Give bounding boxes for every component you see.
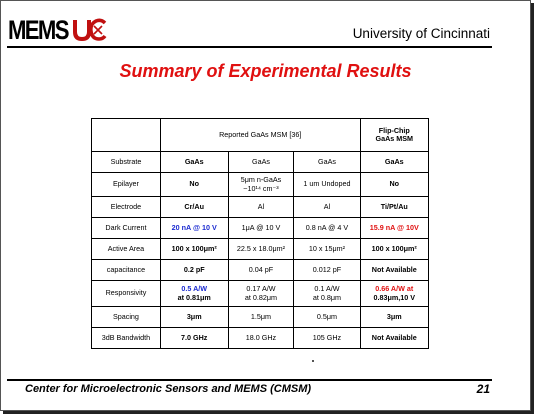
cell-col1: 3μm (159, 306, 229, 328)
row-label: Responsivity (91, 280, 161, 307)
table-row: Responsivity 0.5 A/W at 0.81μm 0.17 A/W … (91, 280, 430, 307)
cell-col1: 20 nA @ 10 V (159, 217, 229, 239)
row-label: Electrode (91, 196, 161, 218)
cell-col1: Cr/Au (159, 196, 229, 218)
table-header-row: Reported GaAs MSM [36] Flip-Chip GaAs MS… (91, 118, 430, 152)
cell-col3: Al (293, 196, 361, 218)
cell-col4: 15.9 nA @ 10V (359, 217, 430, 239)
cell-col4: 100 x 100μm² (359, 238, 430, 260)
cell-col4: Not Available (359, 259, 430, 281)
cell-col2: 18.0 GHz (227, 327, 295, 349)
cell-col1: 7.0 GHz (159, 327, 229, 349)
row-label: Spacing (91, 306, 161, 328)
cell-line: 0.83μm,10 V (373, 292, 416, 302)
table-row: Epilayer No 5μm n-GaAs ~10¹⁴ cm⁻³ 1 um U… (91, 172, 430, 197)
cell-col1: 0.5 A/W at 0.81μm (159, 280, 229, 307)
cell-col3: 0.1 A/W at 0.8μm (293, 280, 361, 307)
cell-col4: 0.66 A/W at 0.83μm,10 V (359, 280, 430, 307)
reported-msm-header: Reported GaAs MSM [36] (159, 118, 361, 152)
cell-col2: 1μA @ 10 V (227, 217, 295, 239)
slide-title: Summary of Experimental Results (119, 61, 412, 81)
cell-col1: No (159, 172, 229, 197)
cell-line: at 0.81μm (177, 292, 211, 302)
cell-col2: 0.04 pF (227, 259, 295, 281)
table-row: Spacing 3μm 1.5μm 0.5μm 3μm (91, 306, 430, 328)
row-label: Substrate (91, 151, 161, 173)
cell-col3: 105 GHz (293, 327, 361, 349)
cell-line: 5μm n-GaAs (240, 175, 282, 185)
flipchip-header-line1: Flip-Chip (378, 125, 410, 135)
cell-col3: 0.012 pF (293, 259, 361, 281)
cell-col2: 22.5 x 18.0μm² (227, 238, 295, 260)
institution-name: University of Cincinnati (352, 26, 490, 41)
cell-line: 0.66 A/W at (375, 284, 414, 294)
table-row: Active Area 100 x 100μm² 22.5 x 18.0μm² … (91, 238, 430, 260)
cell-line: 0.1 A/W (314, 284, 340, 294)
row-label: Active Area (91, 238, 161, 260)
cell-col2: 0.17 A/W at 0.82μm (227, 280, 295, 307)
stray-dot (312, 360, 314, 362)
cell-line: 0.5 A/W (181, 284, 208, 294)
header-divider (7, 46, 492, 48)
cell-col3: GaAs (293, 151, 361, 173)
cell-line: 0.17 A/W (246, 284, 276, 294)
cell-col4: Not Available (359, 327, 430, 349)
cell-col4: GaAs (359, 151, 430, 173)
cell-col2: GaAs (227, 151, 295, 173)
table-row: capacitance 0.2 pF 0.04 pF 0.012 pF Not … (91, 259, 430, 281)
row-label: capacitance (91, 259, 161, 281)
cell-col2: 5μm n-GaAs ~10¹⁴ cm⁻³ (227, 172, 295, 197)
row-label: Epilayer (91, 172, 161, 197)
cell-col3: 10 x 15μm² (293, 238, 361, 260)
cell-col3: 0.5μm (293, 306, 361, 328)
cell-col2: Al (227, 196, 295, 218)
cell-col1: GaAs (159, 151, 229, 173)
row-label: Dark Current (91, 217, 161, 239)
cell-line: at 0.82μm (244, 292, 278, 302)
table-row: 3dB Bandwidth 7.0 GHz 18.0 GHz 105 GHz N… (91, 327, 430, 349)
corner-cell (91, 118, 161, 152)
cell-line: ~10¹⁴ cm⁻³ (243, 183, 279, 193)
flipchip-header: Flip-Chip GaAs MSM (359, 118, 430, 152)
row-label: 3dB Bandwidth (91, 327, 161, 349)
cell-col3: 0.8 nA @ 4 V (293, 217, 361, 239)
mems-uc-logo: MEMS (8, 14, 107, 45)
cell-col4: No (359, 172, 430, 197)
page-number: 21 (476, 382, 490, 396)
footer-center-name: Center for Microelectronic Sensors and M… (25, 383, 312, 395)
cell-col4: 3μm (359, 306, 430, 328)
table-row: Dark Current 20 nA @ 10 V 1μA @ 10 V 0.8… (91, 217, 430, 239)
uc-logo-icon (73, 18, 107, 42)
cell-col3: 1 um Undoped (293, 172, 361, 197)
cell-col2: 1.5μm (227, 306, 295, 328)
cell-col1: 100 x 100μm² (159, 238, 229, 260)
logo-text: MEMS (8, 14, 70, 45)
cell-col1: 0.2 pF (159, 259, 229, 281)
table-row: Electrode Cr/Au Al Al Ti/Pt/Au (91, 196, 430, 218)
flipchip-header-line2: GaAs MSM (375, 134, 414, 143)
cell-line: at 0.8μm (312, 292, 342, 302)
footer-divider (7, 379, 492, 381)
cell-col4: Ti/Pt/Au (359, 196, 430, 218)
results-table: Reported GaAs MSM [36] Flip-Chip GaAs MS… (91, 118, 430, 349)
table-row: Substrate GaAs GaAs GaAs GaAs (91, 151, 430, 173)
